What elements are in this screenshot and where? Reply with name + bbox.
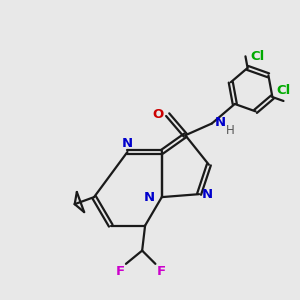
Text: H: H [226, 124, 235, 137]
Text: N: N [122, 137, 133, 151]
Text: Cl: Cl [251, 50, 265, 63]
Text: N: N [202, 188, 213, 201]
Text: N: N [143, 190, 155, 204]
Text: O: O [152, 108, 163, 121]
Text: N: N [215, 116, 226, 128]
Text: F: F [157, 265, 166, 278]
Text: F: F [116, 265, 124, 278]
Text: Cl: Cl [276, 84, 291, 97]
